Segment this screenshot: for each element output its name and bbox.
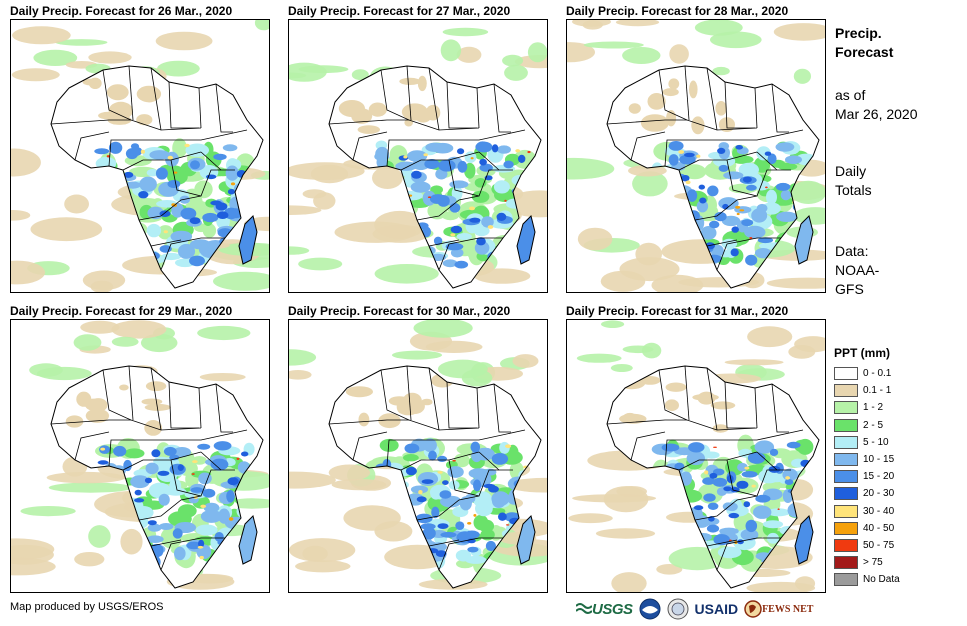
legend-item: 2 - 5: [834, 417, 954, 434]
fews-text: FEWS NET: [762, 603, 814, 615]
legend-label: 20 - 30: [863, 488, 895, 500]
legend-item: 5 - 10: [834, 434, 954, 451]
noaa-seal-icon: [639, 598, 661, 620]
legend-swatch: [834, 573, 858, 587]
daily-line2: Totals: [835, 182, 872, 198]
legend-item: 50 - 75: [834, 537, 954, 554]
panel-title: Daily Precip. Forecast for 26 Mar., 2020: [10, 4, 233, 18]
legend-rows: 0 - 0.1 0.1 - 1 1 - 2 2 - 5 5 - 10 10 - 15 15 …: [834, 365, 954, 588]
legend-label: 5 - 10: [863, 436, 889, 448]
legend-swatch: [834, 521, 858, 535]
legend-swatch: [834, 470, 858, 484]
fews-net-logo: FEWS NET: [744, 600, 813, 618]
legend-swatch: [834, 487, 858, 501]
precip-legend: PPT (mm) 0 - 0.1 0.1 - 1 1 - 2 2 - 5 5 - 10 1…: [834, 346, 954, 588]
legend-swatch: [834, 538, 858, 552]
data-line3: GFS: [835, 281, 864, 297]
usgs-text: USGS: [592, 600, 633, 618]
legend-label: 0 - 0.1: [863, 368, 892, 380]
precip-map: [288, 19, 548, 293]
side-title-line1: Precip.: [835, 25, 882, 41]
seal-icon: [667, 598, 689, 620]
legend-label: 0.1 - 1: [863, 385, 892, 397]
legend-item: No Data: [834, 571, 954, 588]
precip-map: [566, 19, 826, 293]
usaid-logo: USAID: [695, 601, 739, 617]
legend-swatch: [834, 435, 858, 449]
forecast-panel-30-mar: Daily Precip. Forecast for 30 Mar., 2020: [288, 304, 548, 593]
side-title-line2: Forecast: [835, 44, 894, 60]
legend-item: 30 - 40: [834, 503, 954, 520]
precip-map: [566, 319, 826, 593]
legend-label: 50 - 75: [863, 539, 895, 551]
legend-item: 40 - 50: [834, 520, 954, 537]
legend-item: 0 - 0.1: [834, 365, 954, 382]
legend-swatch: [834, 367, 858, 381]
precip-map: [10, 319, 270, 593]
daily-totals: Daily Totals: [835, 162, 872, 200]
legend-title: PPT (mm): [834, 346, 891, 360]
data-line2: NOAA-: [835, 262, 880, 278]
legend-swatch: [834, 453, 858, 467]
legend-label: 30 - 40: [863, 505, 895, 517]
side-title: Precip. Forecast: [835, 24, 893, 62]
forecast-panel-29-mar: Daily Precip. Forecast for 29 Mar., 2020: [10, 304, 270, 593]
daily-line1: Daily: [835, 163, 867, 179]
usgs-wave-icon: [576, 603, 592, 614]
as-of-value: Mar 26, 2020: [835, 106, 918, 122]
fews-globe-icon: [744, 600, 762, 618]
legend-swatch: [834, 384, 858, 398]
panel-title: Daily Precip. Forecast for 28 Mar., 2020: [566, 4, 789, 18]
data-source: Data: NOAA- GFS: [835, 242, 879, 299]
usgs-logo: USGS: [576, 601, 633, 618]
legend-item: > 75: [834, 554, 954, 571]
legend-label: > 75: [863, 557, 883, 569]
legend-label: 15 - 20: [863, 471, 895, 483]
legend-item: 1 - 2: [834, 399, 954, 416]
legend-swatch: [834, 504, 858, 518]
as-of-date: as of Mar 26, 2020: [835, 86, 918, 124]
panel-title: Daily Precip. Forecast for 29 Mar., 2020: [10, 304, 233, 318]
panel-title: Daily Precip. Forecast for 27 Mar., 2020: [288, 4, 511, 18]
legend-swatch: [834, 418, 858, 432]
panel-title: Daily Precip. Forecast for 31 Mar., 2020: [566, 304, 789, 318]
forecast-panel-26-mar: Daily Precip. Forecast for 26 Mar., 2020: [10, 4, 270, 293]
legend-item: 0.1 - 1: [834, 382, 954, 399]
footer-credit: Map produced by USGS/EROS: [10, 601, 164, 613]
legend-item: 20 - 30: [834, 485, 954, 502]
legend-swatch: [834, 556, 858, 570]
legend-item: 15 - 20: [834, 468, 954, 485]
noaa-logo: [639, 598, 661, 620]
forecast-panel-28-mar: Daily Precip. Forecast for 28 Mar., 2020: [566, 4, 826, 293]
forecast-panel-27-mar: Daily Precip. Forecast for 27 Mar., 2020: [288, 4, 548, 293]
usaid-text: USAID: [694, 601, 739, 617]
legend-label: 10 - 15: [863, 454, 895, 466]
legend-item: 10 - 15: [834, 451, 954, 468]
legend-label: 1 - 2: [863, 402, 884, 414]
legend-label: 2 - 5: [863, 419, 884, 431]
forecast-panel-31-mar: Daily Precip. Forecast for 31 Mar., 2020: [566, 304, 826, 593]
precip-map: [10, 19, 270, 293]
agency-logos: USGS USAID FEWS NET: [576, 596, 826, 622]
legend-label: 40 - 50: [863, 522, 895, 534]
dos-seal-logo: [667, 598, 689, 620]
legend-swatch: [834, 401, 858, 415]
precip-map: [288, 319, 548, 593]
as-of-label: as of: [835, 87, 866, 103]
panel-title: Daily Precip. Forecast for 30 Mar., 2020: [288, 304, 511, 318]
legend-label: No Data: [863, 574, 900, 586]
data-line1: Data:: [835, 243, 869, 259]
